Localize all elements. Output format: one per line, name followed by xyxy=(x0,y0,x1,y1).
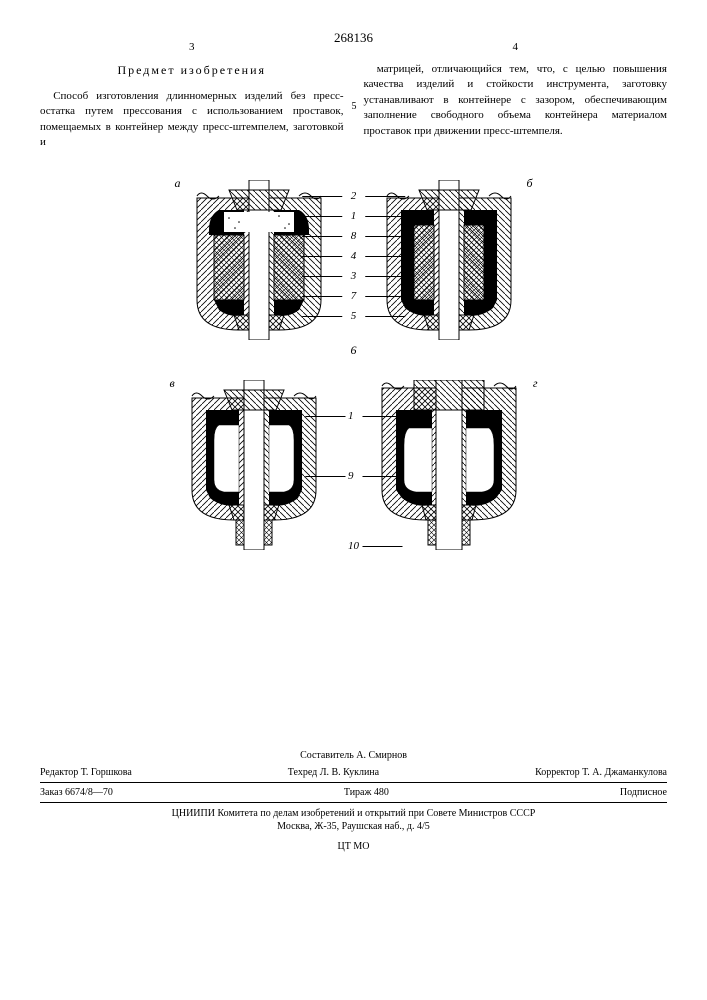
col-num-right: 4 xyxy=(513,40,519,55)
left-column: 3 Предмет изобретения Способ изготовлени… xyxy=(40,56,344,150)
callouts-row1: 2 1 8 4 3 7 5 xyxy=(351,190,357,322)
podpisnoe: Подписное xyxy=(620,787,667,798)
fig-num-6: 6 xyxy=(351,343,357,358)
line-marker-5: 5 xyxy=(352,100,357,114)
corrector: Корректор Т. А. Джаманкулова xyxy=(535,767,667,778)
order: Заказ 6674/8—70 xyxy=(40,787,113,798)
callout: 4 xyxy=(351,250,357,262)
compiler: Составитель А. Смирнов xyxy=(40,750,667,763)
printer: ЦТ МО xyxy=(40,837,667,852)
pubinfo-row: Заказ 6674/8—70 Тираж 480 Подписное xyxy=(40,783,667,803)
callout: 10 xyxy=(348,540,359,552)
figure-row-1: а б xyxy=(189,180,519,340)
techred: Техред Л. В. Куклина xyxy=(288,767,379,778)
org-line2: Москва, Ж-35, Раушская наб., д. 4/5 xyxy=(40,820,667,833)
text-columns: 3 Предмет изобретения Способ изготовлени… xyxy=(40,56,667,150)
footer: Составитель А. Смирнов Редактор Т. Горшк… xyxy=(40,750,667,852)
figure-row-2: в г 1 xyxy=(184,380,524,550)
right-body: матрицей, отличающийся тем, что, с целью… xyxy=(364,62,668,139)
subject-heading: Предмет изобретения xyxy=(40,62,344,79)
org-line1: ЦНИИПИ Комитета по делам изобретений и о… xyxy=(40,807,667,820)
right-column: 4 5 матрицей, отличающийся тем, что, с ц… xyxy=(364,56,668,150)
callout: 9 xyxy=(348,470,359,482)
col-num-left: 3 xyxy=(189,40,195,55)
callout: 3 xyxy=(351,270,357,282)
editor: Редактор Т. Горшкова xyxy=(40,767,132,778)
fig-label-b: б xyxy=(526,176,532,191)
callout: 8 xyxy=(351,230,357,242)
tirazh: Тираж 480 xyxy=(344,787,389,798)
callout: 5 xyxy=(351,310,357,322)
figure-v xyxy=(184,380,324,550)
fig-label-g: г xyxy=(533,376,538,391)
left-body: Способ изготовления длинномерных изделий… xyxy=(40,89,344,151)
fig-label-a: а xyxy=(175,176,181,191)
callouts-row2: 1 9 10 xyxy=(348,410,359,552)
patent-number: 268136 xyxy=(40,30,667,46)
credits-row: Редактор Т. Горшкова Техред Л. В. Куклин… xyxy=(40,763,667,783)
fig-label-v: в xyxy=(170,376,175,391)
figures-block: а б xyxy=(40,180,667,550)
figure-g xyxy=(374,380,524,550)
callout: 1 xyxy=(348,410,359,422)
callout: 1 xyxy=(351,210,357,222)
org-block: ЦНИИПИ Комитета по делам изобретений и о… xyxy=(40,803,667,837)
callout: 2 xyxy=(351,190,357,202)
callout: 7 xyxy=(351,290,357,302)
